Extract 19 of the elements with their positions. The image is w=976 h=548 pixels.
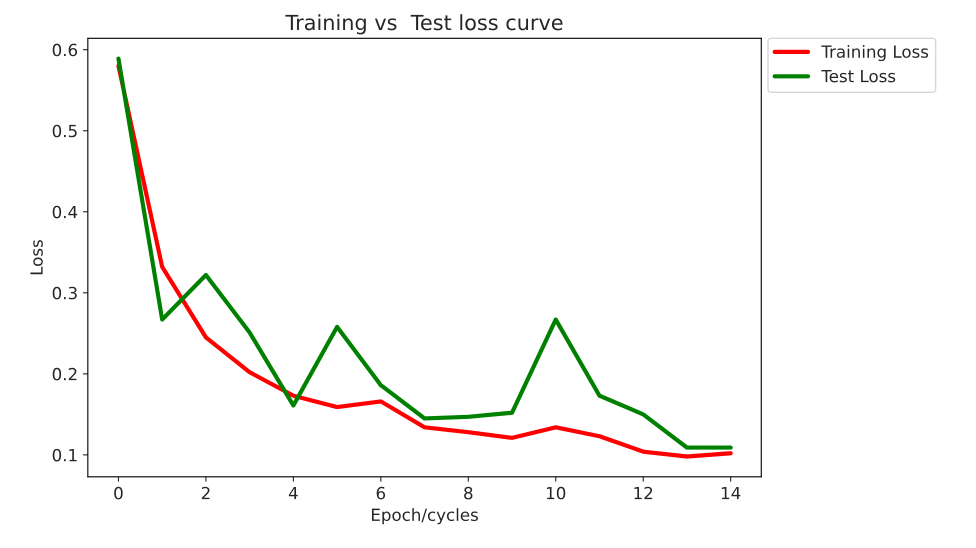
x-tick-label: 8 — [464, 486, 472, 500]
y-tick-label: 0.2 — [52, 368, 76, 380]
y-axis-title: Loss — [30, 240, 43, 274]
y-tick-label: 0.3 — [52, 286, 77, 300]
x-tick-label: 0 — [114, 486, 123, 500]
chart-title: Training vs Test loss curve — [285, 14, 563, 34]
y-tick-label: 0.5 — [52, 124, 77, 138]
x-tick-label: 10 — [546, 486, 566, 500]
x-tick-label: 4 — [288, 486, 298, 500]
x-tick-label: 12 — [634, 486, 652, 500]
x-tick-label: 6 — [376, 486, 386, 500]
y-tick-label: 0.4 — [52, 206, 78, 218]
y-tick-label: 0.6 — [52, 44, 78, 56]
x-axis-title: Epoch/cycles — [372, 508, 478, 524]
x-tick-label: 14 — [722, 486, 740, 500]
x-tick-label: 2 — [202, 486, 210, 500]
legend-label: Training Loss — [821, 45, 928, 62]
legend-label: Test Loss — [821, 70, 896, 82]
y-tick-label: 0.1 — [52, 448, 77, 462]
